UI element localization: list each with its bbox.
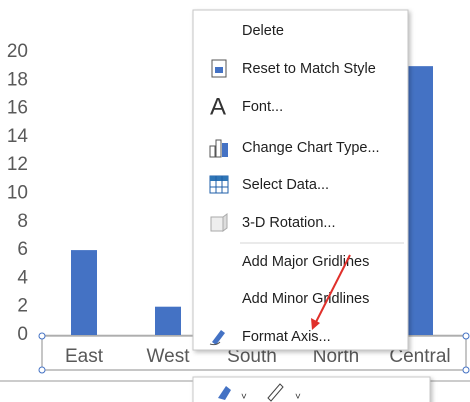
fill-icon[interactable] (218, 386, 231, 400)
bar (155, 306, 181, 335)
handle[interactable] (38, 332, 46, 340)
handle[interactable] (38, 366, 46, 374)
menu-item[interactable]: Format Axis... (242, 329, 331, 345)
y-tick-label: 18 (7, 69, 28, 90)
y-tick-label: 8 (17, 211, 28, 232)
x-tick-label: North (313, 346, 359, 367)
menu-item[interactable]: Select Data... (242, 177, 329, 193)
menu-panel (192, 9, 409, 351)
y-tick-label: 10 (7, 183, 28, 204)
menu-item[interactable]: Delete (242, 23, 284, 39)
chart-type-icon (209, 139, 228, 158)
rotation-icon (210, 213, 228, 232)
x-tick-label: South (227, 346, 277, 367)
mini-toolbar: ˅ ˅ (192, 376, 431, 402)
outline-icon[interactable] (267, 383, 284, 402)
bar (71, 250, 97, 335)
menu-item[interactable]: Reset to Match Style (242, 61, 376, 77)
menu-item[interactable]: Add Major Gridlines (242, 254, 369, 270)
toolbar-panel (192, 376, 431, 402)
menu-item: 3-D Rotation... (242, 215, 336, 231)
x-tick-label: West (147, 346, 191, 367)
y-tick-label: 6 (17, 239, 28, 260)
x-tick-label: Central (389, 346, 450, 367)
y-tick-label: 12 (7, 154, 28, 175)
context-menu: A Delete Reset to Match Style Font... Chang… (192, 9, 409, 351)
annotation-arrow (311, 254, 351, 330)
format-axis-icon (209, 330, 225, 346)
menu-item[interactable]: Change Chart Type... (242, 140, 380, 156)
dropdown-arrow[interactable]: ˅ (295, 392, 301, 402)
menu-item[interactable]: Font... (242, 99, 283, 115)
y-tick-label: 0 (17, 324, 28, 345)
y-tick-label: 20 (7, 41, 28, 62)
handle[interactable] (462, 366, 470, 374)
y-tick-label: 2 (17, 296, 28, 317)
y-tick-label: 4 (17, 267, 28, 288)
handle[interactable] (462, 332, 470, 340)
bar (407, 66, 433, 336)
reset-icon (211, 59, 227, 78)
dropdown-arrow[interactable]: ˅ (241, 392, 247, 402)
y-tick-label: 16 (7, 98, 28, 119)
menu-item[interactable]: Add Minor Gridlines (242, 291, 369, 307)
font-icon: A (210, 93, 226, 120)
x-tick-label: East (65, 346, 104, 367)
y-tick-label: 14 (7, 126, 29, 147)
select-data-icon (209, 175, 229, 194)
